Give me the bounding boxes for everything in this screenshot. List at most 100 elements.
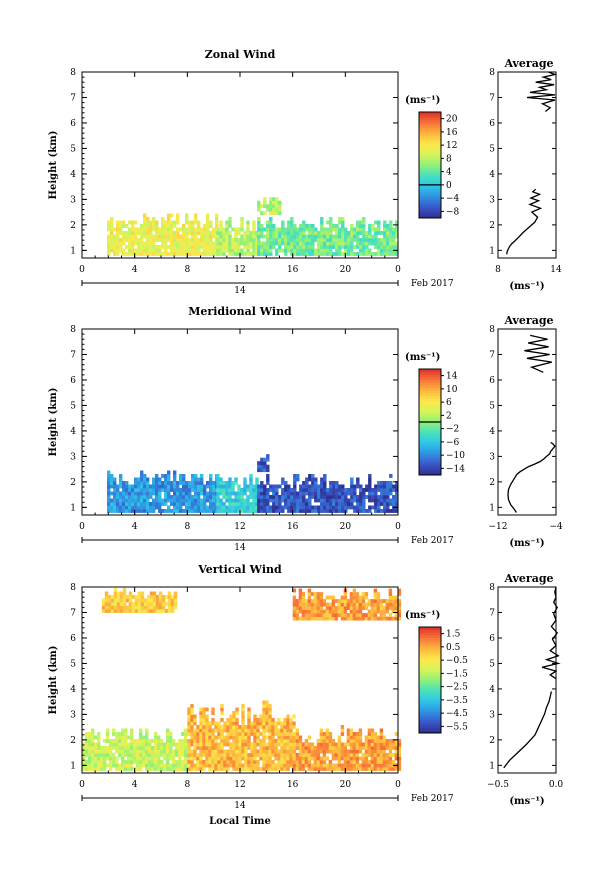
heatmap-cell — [394, 742, 399, 747]
colorbar-tick-label: −6 — [446, 438, 460, 448]
heatmap-cell — [118, 767, 122, 771]
heatmap-cell — [368, 238, 372, 242]
heatmap-cell — [340, 616, 345, 621]
heatmap-cell — [235, 718, 239, 722]
colorbar-swatch — [419, 215, 441, 219]
heatmap-cell — [280, 732, 284, 736]
heatmap-cell — [205, 753, 209, 757]
heatmap-cell — [307, 742, 312, 747]
heatmap-cell — [187, 749, 191, 754]
heatmap-cell — [249, 491, 253, 496]
colorbar-swatch — [419, 703, 441, 707]
heatmap-cell — [164, 248, 168, 253]
colorbar-swatch — [419, 146, 441, 150]
heatmap-cell — [346, 599, 351, 603]
heatmap-cell — [287, 505, 291, 510]
heatmap-cell — [115, 742, 119, 747]
heatmap-cell — [137, 502, 141, 506]
heatmap-cell — [311, 488, 315, 492]
heatmap-cell — [301, 613, 306, 617]
heatmap-cell — [122, 595, 127, 599]
heatmap-cell — [278, 227, 282, 232]
heatmap-cell — [176, 509, 180, 513]
heatmap-cell — [319, 606, 324, 610]
heatmap-cell — [286, 753, 290, 757]
heatmap-cell — [358, 613, 363, 617]
average-title: Average — [503, 314, 553, 327]
heatmap-cell — [173, 474, 177, 478]
heatmap-cell — [352, 735, 357, 740]
heatmap-cell — [225, 220, 229, 225]
heatmap-cell — [272, 234, 276, 239]
heatmap-cell — [164, 609, 169, 613]
heatmap-cell — [304, 613, 309, 617]
heatmap-cell — [202, 711, 206, 715]
heatmap-cell — [253, 718, 257, 722]
heatmap-cell — [143, 217, 147, 221]
heatmap-cell — [241, 704, 245, 708]
colorbar-swatch — [419, 414, 441, 418]
heatmap-cell — [128, 498, 132, 503]
x-tick-label: 0 — [395, 522, 401, 532]
heatmap-cell — [272, 245, 276, 249]
heatmap-cell — [287, 491, 291, 496]
heatmap-cell — [184, 749, 188, 754]
heatmap-cell — [226, 718, 230, 722]
heatmap-cell — [127, 760, 131, 764]
heatmap-cell — [169, 735, 173, 740]
heatmap-cell — [313, 616, 318, 621]
heatmap-cell — [302, 238, 306, 242]
heatmap-region — [101, 588, 178, 613]
heatmap-cell — [191, 474, 195, 478]
heatmap-cell — [382, 735, 387, 740]
heatmap-cell — [380, 248, 384, 253]
heatmap-cell — [187, 763, 191, 768]
colorbar-swatch — [419, 194, 441, 198]
heatmap-cell — [283, 767, 287, 771]
heatmap-cell — [240, 238, 244, 242]
heatmap-cell — [125, 252, 129, 256]
heatmap-cell — [193, 732, 197, 736]
heatmap-cell — [209, 488, 213, 492]
heatmap-cell — [119, 495, 123, 499]
heatmap-cell — [322, 749, 327, 754]
heatmap-cell — [199, 735, 203, 740]
heatmap-cell — [268, 704, 272, 708]
heatmap-cell — [164, 491, 168, 496]
heatmap-cell — [104, 602, 109, 606]
heatmap-cell — [394, 749, 399, 754]
heatmap-cell — [256, 767, 260, 771]
colorbar-swatch — [419, 117, 441, 121]
heatmap-cell — [275, 227, 279, 232]
heatmap-cell — [140, 484, 144, 489]
heatmap-cell — [272, 224, 276, 228]
heatmap-cell — [301, 763, 306, 768]
heatmap-cell — [119, 245, 123, 249]
heatmap-cell — [216, 252, 220, 256]
heatmap-cell — [215, 217, 219, 221]
heatmap-cell — [262, 756, 266, 761]
heatmap-cell — [116, 227, 120, 232]
heatmap-cell — [365, 248, 369, 253]
heatmap-cell — [299, 484, 303, 489]
heatmap-cell — [197, 484, 201, 489]
heatmap-cell — [272, 231, 276, 235]
heatmap-cell — [170, 598, 175, 603]
heatmap-cell — [173, 602, 178, 606]
heatmap-cell — [212, 227, 216, 232]
heatmap-cell — [146, 224, 150, 228]
heatmap-cell — [237, 505, 241, 510]
heatmap-cell — [295, 742, 300, 747]
heatmap-cell — [155, 495, 159, 499]
heatmap-cell — [352, 595, 357, 600]
heatmap-cell — [197, 505, 201, 510]
heatmap-cell — [250, 763, 254, 768]
heatmap-cell — [386, 484, 390, 489]
heatmap-cell — [216, 241, 220, 246]
heatmap-cell — [260, 224, 264, 228]
heatmap-cell — [277, 739, 281, 743]
heatmap-cell — [349, 592, 354, 596]
heatmap-cell — [166, 767, 170, 771]
heatmap-cell — [343, 609, 348, 614]
heatmap-cell — [389, 509, 393, 513]
